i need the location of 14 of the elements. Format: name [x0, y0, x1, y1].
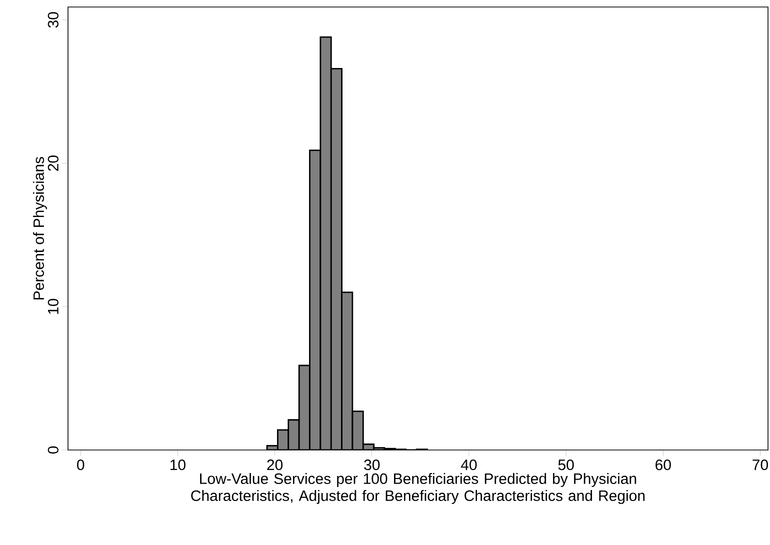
x-tick-label: 0: [77, 460, 84, 470]
x-tick-label: 60: [656, 460, 671, 470]
x-tick-label: 10: [170, 460, 186, 470]
x-tick-label: 30: [364, 460, 380, 470]
y-axis-title: Percent of Physicians: [33, 156, 47, 300]
x-tick-label: 20: [267, 460, 283, 470]
y-tick-label: 20: [48, 156, 58, 171]
y-tick-label: 30: [48, 12, 58, 28]
y-tick-label: 0: [48, 446, 58, 454]
x-tick-label: 50: [558, 460, 574, 470]
x-tick-label: 70: [752, 460, 768, 470]
y-tick-label: 10: [48, 298, 58, 314]
x-axis-title: Low-Value Services per 100 Beneficiaries Predicted by Physician Characteristics, Adjusted for Beneficiary Characteristics and Region: [191, 473, 645, 504]
x-tick-label: 40: [460, 460, 477, 470]
